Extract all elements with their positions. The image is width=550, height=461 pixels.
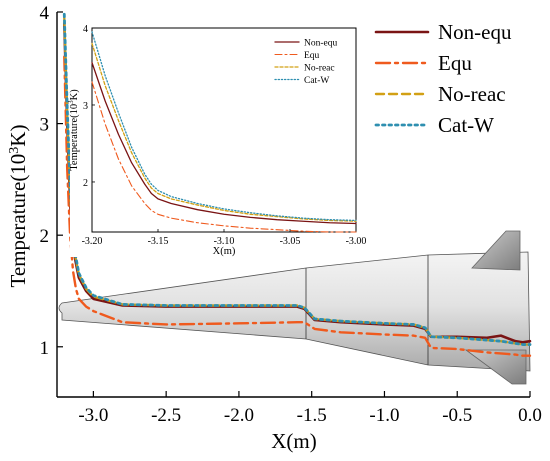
main-legend: Non-equ Equ No-reac Cat-W — [374, 20, 512, 137]
main-legend-label-equ: Equ — [438, 51, 472, 75]
aircraft-top-fin — [471, 230, 521, 271]
aircraft-body — [58, 251, 531, 372]
inset-legend-label-non-equ: Non-equ — [304, 39, 337, 49]
inset-legend-label-cat-w: Cat-W — [304, 76, 329, 86]
main-x-tick-label: -1.0 — [369, 405, 399, 426]
inset-legend-label-equ: Equ — [304, 51, 320, 61]
main-series-cat-w — [62, 12, 532, 346]
inset-y-tick-label: 3 — [83, 101, 88, 112]
inset-x-axis-title: X(m) — [213, 246, 236, 257]
inset-y-tick-label: 4 — [83, 24, 88, 35]
main-legend-label-cat-w: Cat-W — [438, 113, 494, 137]
main-y-tick-label: 2 — [40, 226, 50, 247]
main-x-axis-title: X(m) — [271, 429, 317, 453]
inset-series-cat-w — [91, 31, 357, 222]
inset-legend: Non-equ Equ No-reac Cat-W — [274, 39, 337, 86]
inset-y-tick-label: 2 — [83, 178, 88, 189]
inset-y-axis-title-sup: 3 — [67, 100, 75, 104]
main-x-tick-label: -2.0 — [224, 405, 254, 426]
main-x-tick-label: -3.0 — [78, 405, 108, 426]
main-y-tick-label: 3 — [40, 115, 50, 136]
main-x-tick-label: -1.5 — [297, 405, 327, 426]
inset-chart: -3.20 -3.15 -3.10 -3.05 -3.00 2 3 4 Non-equ Equ… — [67, 17, 372, 257]
inset-background — [70, 17, 372, 257]
aircraft-bottom-fin — [464, 349, 527, 385]
inset-x-tick-label: -3.15 — [148, 236, 169, 247]
main-y-tick-label: 4 — [40, 3, 50, 24]
main-series-equ — [63, 55, 532, 357]
main-y-axis-title: Temperature(103K) — [6, 125, 30, 288]
main-legend-label-no-reac: No-reac — [438, 82, 506, 106]
inset-x-tick-label: -3.10 — [214, 236, 235, 247]
main-y-axis-title-tail: K) — [6, 125, 30, 147]
main-y-tick-label: 1 — [40, 338, 50, 359]
main-x-tick-label: 0.0 — [518, 405, 542, 426]
inset-x-tick-label: -3.20 — [82, 236, 103, 247]
inset-series-no-reac — [91, 42, 357, 222]
inset-series-non-equ — [91, 61, 357, 225]
aircraft-illustration — [58, 230, 531, 385]
inset-x-tick-label: -3.00 — [346, 236, 367, 247]
main-y-axis-title-sup: 3 — [7, 147, 22, 154]
main-legend-label-non-equ: Non-equ — [438, 20, 512, 44]
main-x-tick-label: -0.5 — [442, 405, 472, 426]
main-axes: -3.0 -2.5 -2.0 -1.5 -1.0 -0.5 0.0 1 2 3 4 — [40, 3, 542, 426]
inset-x-tick-label: -3.05 — [280, 236, 301, 247]
main-series-group — [62, 12, 532, 357]
inset-y-axis-title-tail: K) — [69, 89, 80, 101]
inset-series-group — [91, 31, 357, 233]
main-x-tick-label: -2.5 — [151, 405, 181, 426]
inset-series-equ — [91, 81, 357, 233]
inset-y-axis-title: Temperature(103K) — [67, 89, 80, 171]
inset-y-axis-title-main: Temperature(10 — [69, 104, 80, 171]
inset-legend-label-no-reac: No-reac — [304, 64, 335, 74]
main-y-axis-title-main: Temperature(10 — [6, 154, 30, 288]
